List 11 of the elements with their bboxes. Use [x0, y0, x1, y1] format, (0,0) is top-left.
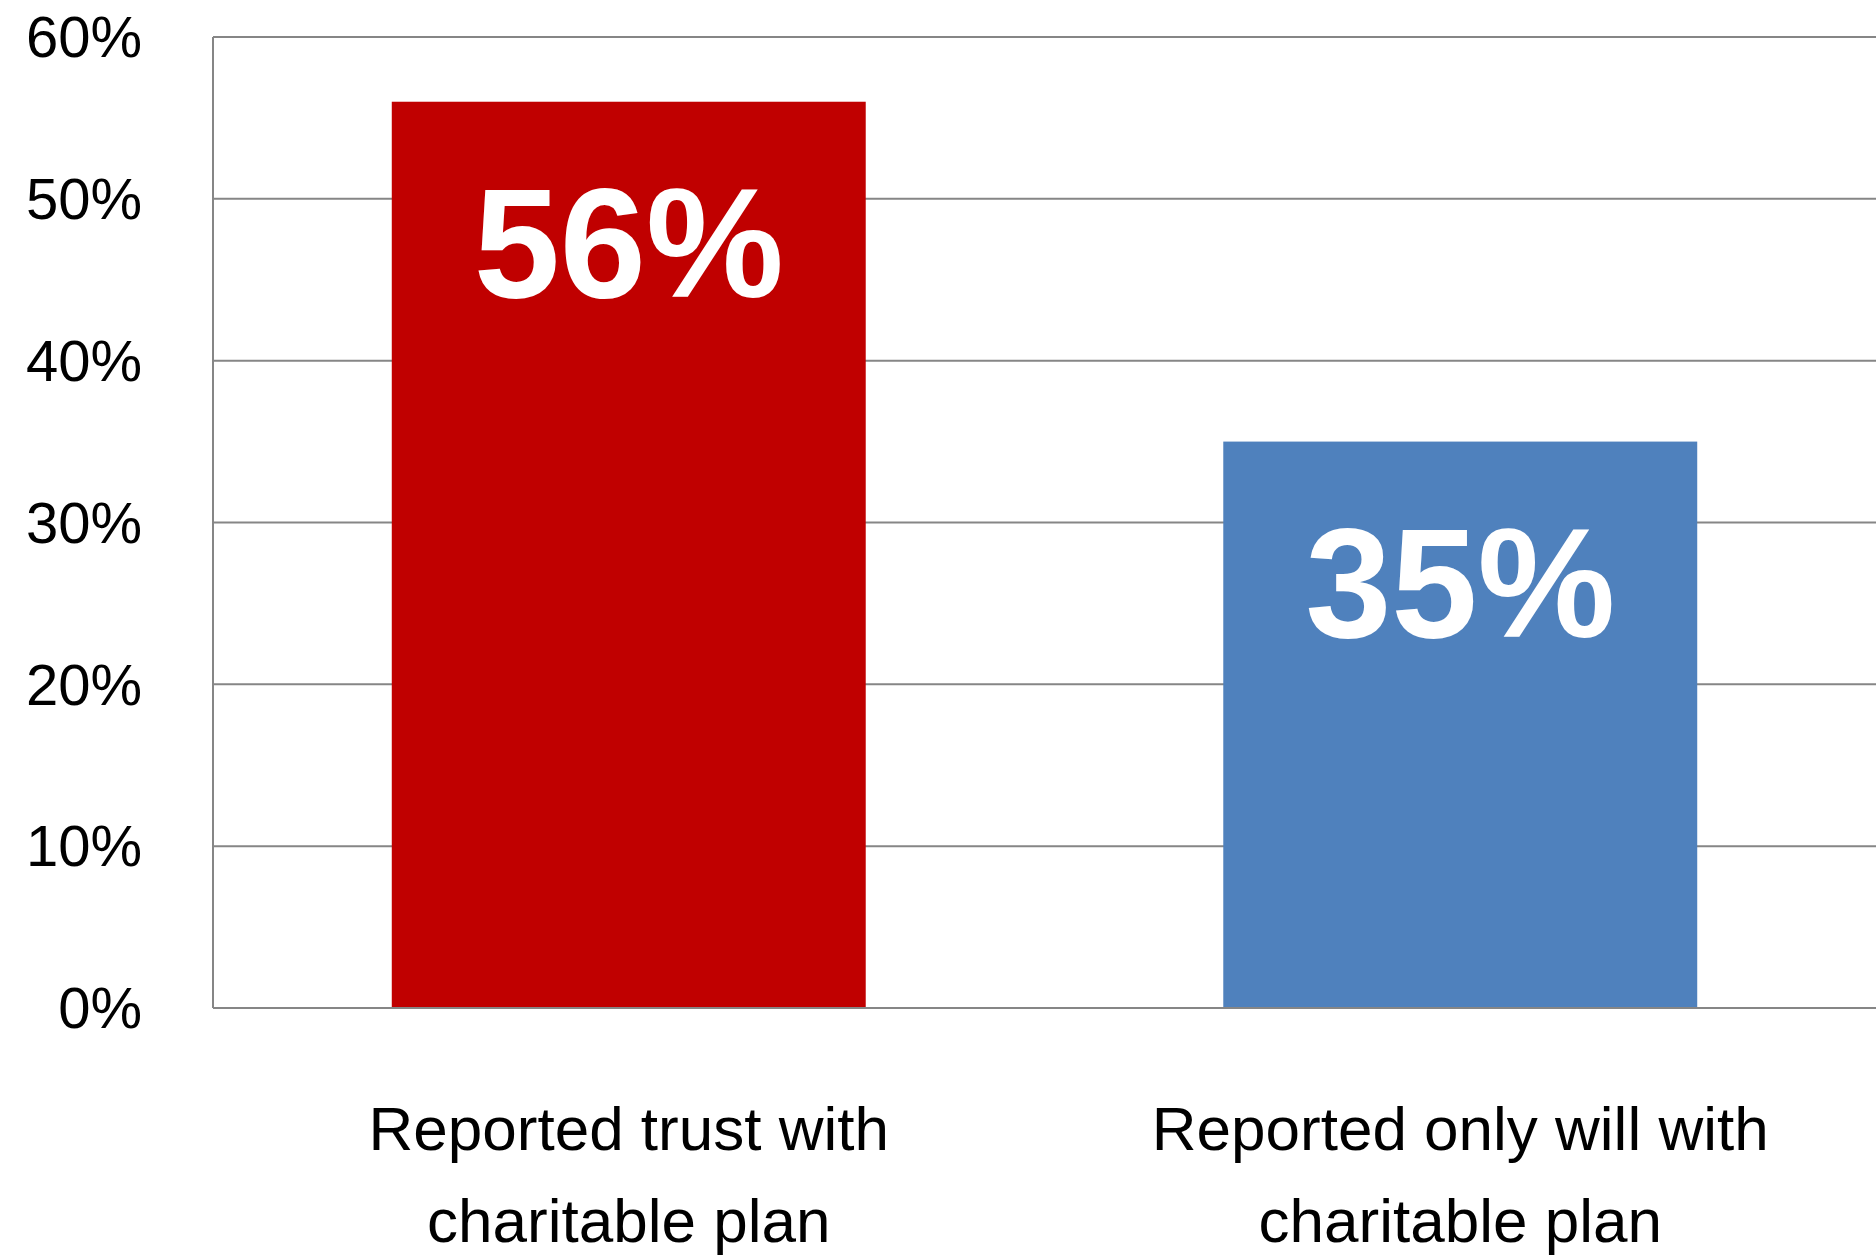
x-tick-label: Reported only will with charitable plan [1151, 1094, 1769, 1255]
y-tick-label: 60% [25, 4, 142, 70]
y-tick-label: 0% [58, 975, 142, 1041]
data-label: 56% [473, 156, 784, 330]
y-tick-label: 20% [25, 651, 142, 717]
y-tick-label: 30% [25, 489, 142, 555]
x-tick-label: Reported trust with charitable plan [368, 1094, 889, 1255]
y-tick-label: 50% [25, 166, 142, 232]
y-tick-label: 10% [25, 813, 142, 879]
y-tick-label: 40% [25, 327, 142, 393]
data-label: 35% [1305, 496, 1616, 670]
